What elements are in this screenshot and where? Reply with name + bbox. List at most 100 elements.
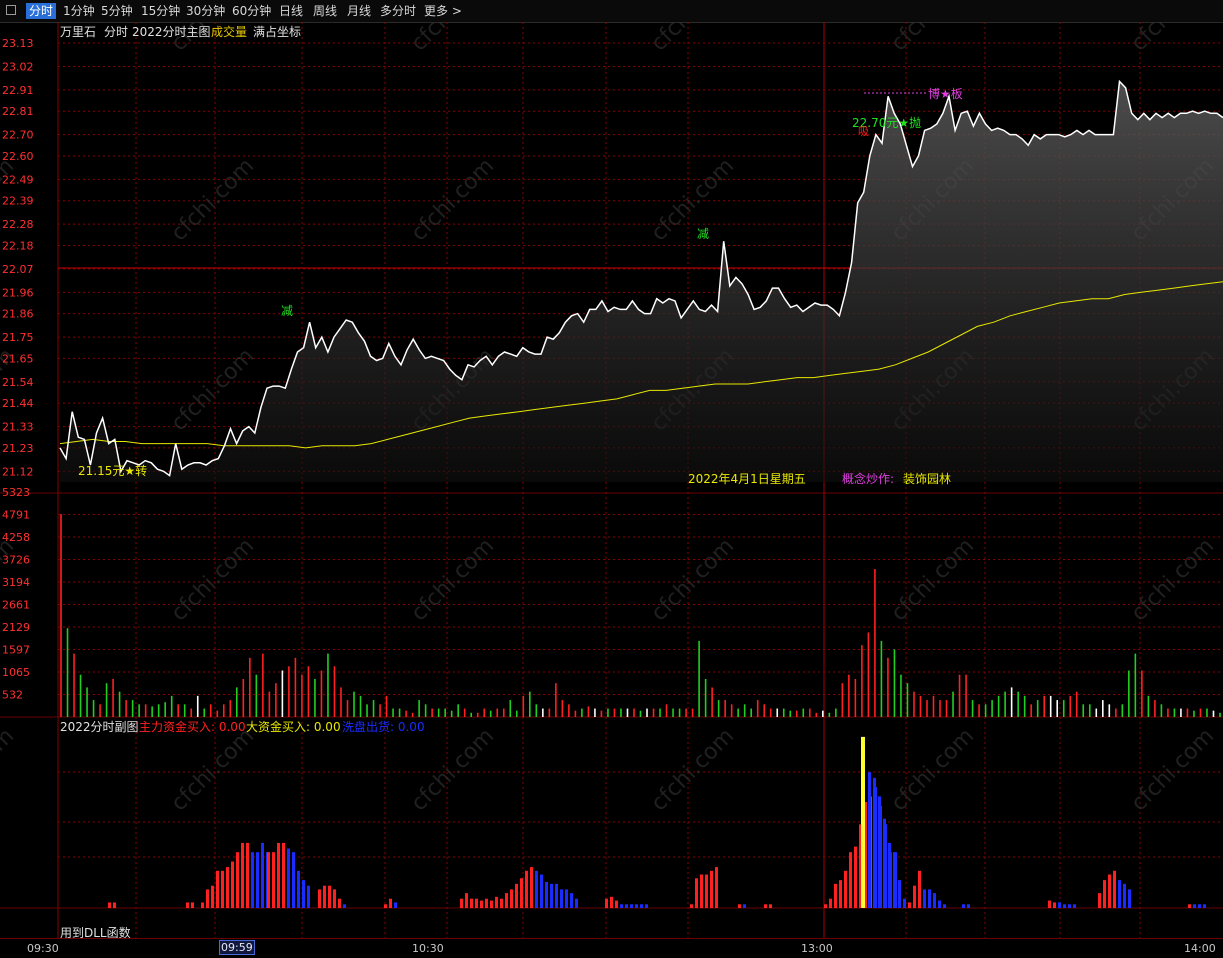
price-tick-label: 23.13 [2, 37, 34, 50]
sub-blue-bar [933, 893, 936, 908]
sub-red-bar [839, 880, 842, 908]
sub-blue-bar [550, 883, 553, 908]
sub-red-bar [389, 898, 392, 908]
sub-red-bar [738, 904, 741, 908]
tab-1min[interactable]: 1分钟 [63, 4, 95, 18]
price-tick-label: 22.39 [2, 195, 34, 208]
sub-red-bar [705, 874, 708, 908]
sub-red-bar [500, 898, 503, 908]
price-tick-label: 21.65 [2, 352, 34, 365]
tab-multi-fenshi[interactable]: 多分时 [380, 4, 417, 18]
dll-footer-text: 用到DLL函数 [60, 925, 131, 938]
sub-blue-bar [645, 904, 648, 908]
sub-blue-bar [943, 904, 946, 908]
sub-blue-bar [394, 902, 397, 908]
sub-red-bar [211, 885, 214, 908]
volume-tick-label: 2661 [2, 599, 30, 612]
watermark-text: cfchi.com [167, 534, 260, 627]
price-tick-label: 21.96 [2, 286, 34, 299]
sub-red-bar [338, 898, 341, 908]
sub-indicator-title[interactable]: 2022分时副图 [60, 720, 139, 734]
jian-signal-2: 减 [697, 227, 709, 241]
watermark-text: cfchi.com [1127, 22, 1220, 56]
tab-60min[interactable]: 60分钟 [232, 4, 272, 18]
sub-red-bar [272, 852, 275, 908]
sub-blue-bar [1203, 904, 1206, 908]
watermark-text: cfchi.com [0, 724, 19, 817]
mode-label: 分时 [104, 25, 128, 39]
sub-blue-bar [1058, 902, 1061, 908]
sub-red-bar [246, 842, 249, 908]
sub-blue-bar [743, 904, 746, 908]
window-icon[interactable] [6, 5, 16, 15]
sub-red-bar [824, 904, 827, 908]
sub-blue-bar [893, 852, 896, 908]
sub-blue-bar [635, 904, 638, 908]
sub-blue-bar [938, 900, 941, 908]
tab-fenshi[interactable]: 分时 [26, 3, 57, 19]
sub-blue-bar [545, 881, 548, 908]
price-tick-label: 21.86 [2, 308, 34, 321]
price-tick-label: 21.23 [2, 442, 34, 455]
sub-red-bar [490, 900, 493, 908]
tab-daily[interactable]: 日线 [279, 4, 304, 18]
sub-blue-bar [307, 885, 310, 908]
time-label-0930: 09:30 [27, 942, 59, 955]
main-indicator-name[interactable]: 2022分时主图 [132, 25, 211, 39]
watermark-text: cfchi.com [167, 724, 260, 817]
sub-red-bar [201, 902, 204, 908]
sub-blue-bar [540, 874, 543, 908]
sub-red-bar [918, 870, 921, 908]
sub-blue-bar [888, 842, 891, 908]
sub-red-bar [1103, 880, 1106, 908]
watermark-text: cfchi.com [167, 344, 260, 437]
sub-red-bar [1188, 904, 1191, 908]
tab-15min[interactable]: 15分钟 [141, 4, 181, 18]
sub-red-bar [191, 902, 194, 908]
sub-blue-bar [297, 870, 300, 908]
tab-monthly[interactable]: 月线 [347, 4, 372, 18]
cursor-time-label: 09:59 [219, 940, 255, 955]
watermark-text: cfchi.com [647, 534, 740, 627]
time-axis: 09:30 10:30 13:00 14:00 [0, 938, 1223, 958]
volume-bars [60, 514, 1221, 717]
concept-value: 装饰园林 [903, 472, 951, 486]
sub-red-bar [480, 900, 483, 908]
main-force-value: 主力资金买入: 0.00 [139, 719, 246, 734]
sub-yellow-bar [861, 736, 865, 908]
sub-red-bar [530, 867, 533, 908]
price-tick-label: 22.18 [2, 239, 34, 252]
sub-red-bar [216, 870, 219, 908]
sub-blue-bar [1123, 883, 1126, 908]
jian-signal-1: 减 [281, 304, 293, 318]
sub-red-bar [710, 870, 713, 908]
tab-more[interactable]: 更多 > [424, 4, 462, 18]
coord-label: 满占坐标 [253, 24, 301, 39]
tab-weekly[interactable]: 周线 [313, 4, 338, 18]
sub-blue-bar [570, 893, 573, 908]
stock-name: 万里石 [60, 25, 96, 39]
price-tick-label: 22.91 [2, 84, 34, 97]
price-tick-label: 22.60 [2, 150, 34, 163]
watermark-text: cfchi.com [647, 22, 740, 56]
sub-red-bar [470, 898, 473, 908]
sub-blue-bar [1193, 904, 1196, 908]
price-tick-label: 23.02 [2, 60, 34, 73]
bo-signal: 博★板 [928, 86, 963, 101]
tab-5min[interactable]: 5分钟 [101, 4, 133, 18]
date-label: 2022年4月1日星期五 [688, 472, 806, 486]
volume-axis: 5323 4791 4258 3726 3194 2661 2129 1597 1065 532 [2, 486, 30, 702]
sub-red-bar [108, 902, 111, 908]
sub-red-bar [520, 878, 523, 908]
sub-red-bar [384, 904, 387, 908]
volume-tick-label: 3726 [2, 554, 30, 567]
big-money-value: 大资金买入: 0.00 [246, 719, 341, 734]
sub-red-bar [282, 842, 285, 908]
sub-blue-bar [1063, 904, 1066, 908]
watermark-text: cfchi.com [407, 724, 500, 817]
sub-blue-bar [565, 889, 568, 908]
tab-30min[interactable]: 30分钟 [186, 4, 226, 18]
avg-price-line [59, 281, 1223, 449]
price-area-fill [60, 81, 1223, 483]
time-label-1030: 10:30 [412, 942, 444, 955]
